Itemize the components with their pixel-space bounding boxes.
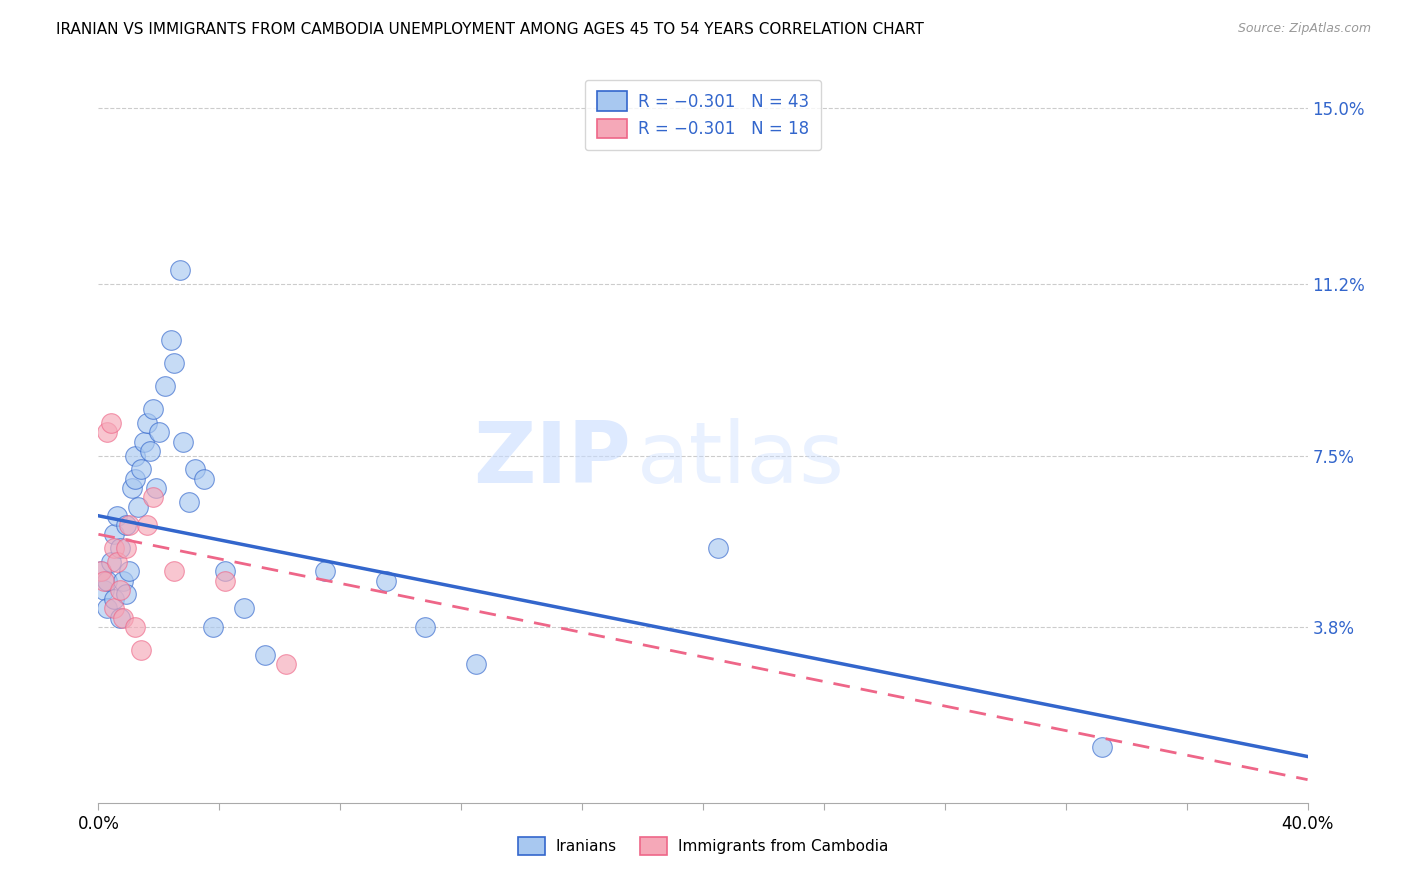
Point [214,574,236,588]
Point [1091,740,1114,755]
Point [413,620,436,634]
Point [214,565,236,579]
Point [124,472,146,486]
Point [105,508,128,523]
Point [108,610,131,624]
Point [108,541,131,556]
Text: Source: ZipAtlas.com: Source: ZipAtlas.com [1237,22,1371,36]
Point [142,490,165,504]
Point [105,555,128,569]
Point [129,462,152,476]
Point [172,434,194,449]
Point [118,518,141,533]
Point [96,601,118,615]
Point [193,472,215,486]
Point [465,657,488,671]
Point [314,565,336,579]
Legend: Iranians, Immigrants from Cambodia: Iranians, Immigrants from Cambodia [512,831,894,861]
Point [129,643,152,657]
Point [93,574,115,588]
Point [232,601,254,615]
Point [153,379,176,393]
Point [103,592,125,607]
Point [135,518,157,533]
Point [114,518,136,533]
Point [160,333,183,347]
Point [103,527,125,541]
Text: atlas: atlas [637,417,845,500]
Point [163,565,186,579]
Point [103,541,125,556]
Point [93,582,115,597]
Point [100,416,122,430]
Point [274,657,297,671]
Point [118,565,141,579]
Point [111,574,134,588]
Point [90,565,112,579]
Point [114,587,136,601]
Point [111,610,134,624]
Point [707,541,730,556]
Point [96,425,118,440]
Point [103,601,125,615]
Point [135,416,157,430]
Point [374,574,396,588]
Point [108,582,131,597]
Text: ZIP: ZIP [472,417,630,500]
Point [124,620,146,634]
Point [184,462,207,476]
Point [145,481,167,495]
Point [163,356,186,370]
Point [114,541,136,556]
Point [139,444,162,458]
Point [148,425,170,440]
Point [169,263,191,277]
Point [121,481,143,495]
Point [127,500,149,514]
Text: IRANIAN VS IMMIGRANTS FROM CAMBODIA UNEMPLOYMENT AMONG AGES 45 TO 54 YEARS CORRE: IRANIAN VS IMMIGRANTS FROM CAMBODIA UNEM… [56,22,924,37]
Point [142,402,165,417]
Point [202,620,225,634]
Point [100,555,122,569]
Point [96,574,118,588]
Point [179,495,201,509]
Point [90,565,112,579]
Point [132,434,155,449]
Point [253,648,276,662]
Point [124,449,146,463]
